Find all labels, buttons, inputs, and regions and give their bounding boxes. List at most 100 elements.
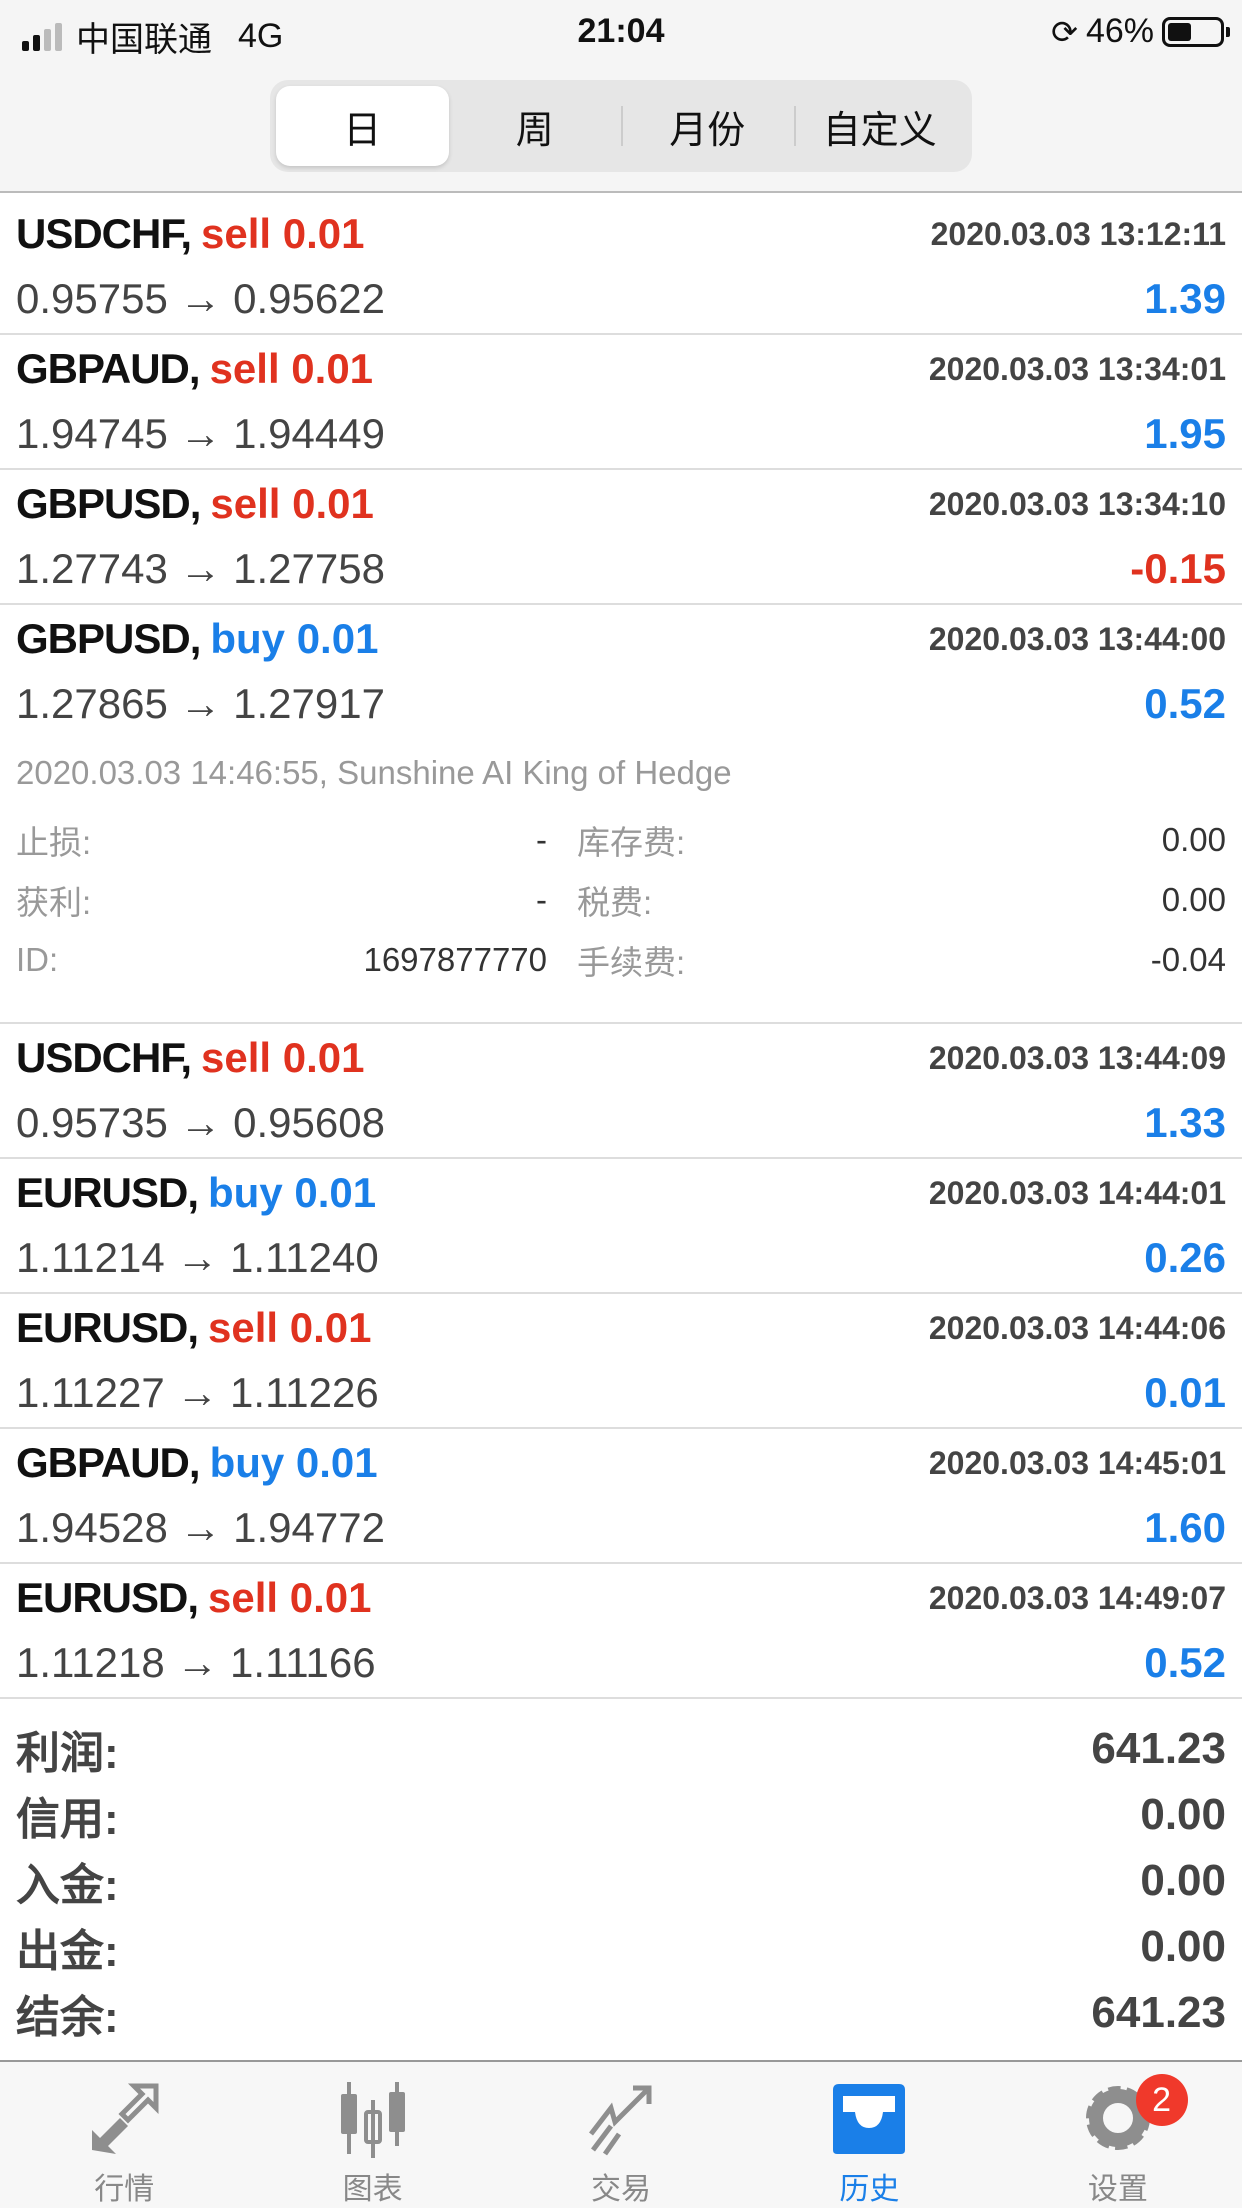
trade-profit: 1.60	[1144, 1504, 1226, 1551]
trade-prices-line: 0.95755 → 0.95622 1.39	[16, 268, 1226, 330]
trade-header: EURUSD, sell 0.01 2020.03.03 14:44:06	[16, 1294, 1226, 1362]
summary-value: 0.00	[1140, 1790, 1226, 1839]
trade-row[interactable]: GBPAUD, sell 0.01 2020.03.03 13:34:01 1.947…	[0, 335, 1242, 470]
summary-row: 入金: 0.00	[16, 1848, 1226, 1914]
trade-row[interactable]: GBPUSD, buy 0.01 2020.03.03 13:44:00 1.2786…	[0, 605, 1242, 1024]
nav-item-1[interactable]: 图表	[248, 2062, 496, 2208]
trade-time: 2020.03.03 14:44:06	[928, 1309, 1226, 1346]
trade-title: EURUSD, sell 0.01	[16, 1574, 372, 1622]
trade-header: USDCHF, sell 0.01 2020.03.03 13:12:11	[16, 200, 1226, 268]
symbol: EURUSD,	[16, 1304, 199, 1351]
trade-profit: 0.52	[1144, 680, 1226, 727]
detail-row: 获利: - 税费: 0.00	[0, 870, 1242, 930]
clock: 21:04	[577, 12, 665, 50]
summary-row: 利润: 641.23	[16, 1716, 1226, 1782]
nav-item-4[interactable]: 设置 2	[994, 2062, 1242, 2208]
trade-prices: 1.11214 → 1.11240	[16, 1234, 379, 1281]
trade-row[interactable]: GBPUSD, sell 0.01 2020.03.03 13:34:10 1.277…	[0, 470, 1242, 605]
battery-percent: 46%	[1085, 12, 1154, 50]
trade-row[interactable]: GBPAUD, buy 0.01 2020.03.03 14:45:01 1.9452…	[0, 1429, 1242, 1564]
sl-label: 止损:	[16, 824, 92, 861]
summary-row: 信用: 0.00	[16, 1782, 1226, 1848]
trade-prices-line: 1.94745 → 1.94449 1.95	[16, 403, 1226, 465]
trade-side: sell 0.01	[201, 1034, 365, 1081]
trade-side: sell 0.01	[201, 210, 365, 257]
trade-history-list: USDCHF, sell 0.01 2020.03.03 13:12:11 0.957…	[0, 200, 1242, 1699]
nav-label: 图表	[342, 2173, 403, 2206]
trade-profit: 1.39	[1144, 275, 1226, 322]
trade-time: 2020.03.03 13:34:01	[928, 350, 1226, 387]
detail-row: ID: 1697877770 手续费: -0.04	[0, 930, 1242, 990]
summary-label: 信用:	[16, 1795, 119, 1844]
header: 日 周 月份 自定义	[0, 80, 1242, 193]
nav-item-3[interactable]: 历史	[745, 2062, 993, 2208]
fee-label: 手续费:	[577, 944, 686, 981]
sl-value: -	[536, 821, 547, 858]
trade-prices: 1.94745 → 1.94449	[16, 410, 385, 457]
summary-row: 结余: 641.23	[16, 1980, 1226, 2046]
symbol: GBPUSD,	[16, 480, 201, 527]
symbol: USDCHF,	[16, 210, 192, 257]
candlestick-chart-icon	[328, 2076, 418, 2160]
bottom-nav: 行情 图表 交易 历史 设置 2	[0, 2060, 1242, 2208]
tab-0[interactable]: 日	[276, 86, 449, 166]
trade-row[interactable]: EURUSD, sell 0.01 2020.03.03 14:44:06 1.112…	[0, 1294, 1242, 1429]
trade-side: buy 0.01	[208, 1169, 377, 1216]
trade-trend-icon	[576, 2076, 666, 2160]
tab-2[interactable]: 月份	[621, 86, 794, 166]
trade-header: EURUSD, sell 0.01 2020.03.03 14:49:07	[16, 1564, 1226, 1632]
trade-row[interactable]: EURUSD, buy 0.01 2020.03.03 14:44:01 1.1121…	[0, 1159, 1242, 1294]
trade-title: EURUSD, sell 0.01	[16, 1304, 372, 1352]
trade-prices: 0.95755 → 0.95622	[16, 275, 385, 322]
nav-label: 设置	[1087, 2173, 1148, 2206]
network: 4G	[238, 17, 284, 55]
rotation-lock-icon: ⟳	[1051, 13, 1078, 50]
trade-prices-line: 1.11214 → 1.11240 0.26	[16, 1227, 1226, 1289]
tab-3[interactable]: 自定义	[793, 86, 967, 166]
trade-prices-line: 0.95735 → 0.95608 1.33	[16, 1092, 1226, 1154]
symbol: GBPAUD,	[16, 1439, 201, 1486]
nav-label: 历史	[839, 2173, 900, 2206]
trade-profit: 1.33	[1144, 1099, 1226, 1146]
trade-time: 2020.03.03 13:44:00	[928, 620, 1226, 657]
symbol: GBPUSD,	[16, 615, 201, 662]
trade-profit: -0.15	[1130, 545, 1226, 592]
trade-prices-line: 1.11218 → 1.11166 0.52	[16, 1632, 1226, 1694]
tax-value: 0.00	[1161, 881, 1226, 918]
trade-title: GBPAUD, sell 0.01	[16, 345, 373, 393]
trade-time: 2020.03.03 13:44:09	[928, 1039, 1226, 1076]
nav-item-0[interactable]: 行情	[0, 2062, 248, 2208]
id-value: 1697877770	[363, 941, 547, 978]
trade-row[interactable]: USDCHF, sell 0.01 2020.03.03 13:44:09 0.957…	[0, 1024, 1242, 1159]
summary-label: 利润:	[16, 1729, 119, 1778]
trade-row[interactable]: USDCHF, sell 0.01 2020.03.03 13:12:11 0.957…	[0, 200, 1242, 335]
battery-icon	[1162, 16, 1230, 47]
trade-header: EURUSD, buy 0.01 2020.03.03 14:44:01	[16, 1159, 1226, 1227]
summary: 利润: 641.23 信用: 0.00 入金: 0.00 出金: 0.00 结余: 641.23	[0, 1716, 1242, 2046]
trade-prices-line: 1.27865 → 1.27917 0.52	[16, 673, 1226, 735]
summary-label: 出金:	[16, 1927, 119, 1976]
trade-time: 2020.03.03 14:44:01	[928, 1174, 1226, 1211]
symbol: GBPAUD,	[16, 345, 201, 392]
swap-value: 0.00	[1161, 821, 1226, 858]
summary-label: 结余:	[16, 1993, 119, 2042]
period-segmented-control: 日 周 月份 自定义	[270, 80, 972, 172]
trade-header: GBPAUD, sell 0.01 2020.03.03 13:34:01	[16, 335, 1226, 403]
trade-prices-line: 1.27743 → 1.27758 -0.15	[16, 538, 1226, 600]
summary-label: 入金:	[16, 1861, 119, 1910]
quotes-arrows-icon	[79, 2076, 169, 2160]
nav-item-2[interactable]: 交易	[497, 2062, 745, 2208]
trade-side: sell 0.01	[209, 345, 374, 392]
trade-side: sell 0.01	[208, 1574, 372, 1621]
nav-label: 行情	[94, 2173, 155, 2206]
trade-time: 2020.03.03 14:45:01	[928, 1444, 1226, 1481]
trade-profit: 0.26	[1144, 1234, 1226, 1281]
symbol: USDCHF,	[16, 1034, 192, 1081]
tab-1[interactable]: 周	[515, 109, 554, 152]
tax-label: 税费:	[577, 884, 653, 921]
status-bar: 中国联通 4G 21:04 ⟳ 46%	[0, 0, 1242, 85]
nav-label: 交易	[591, 2173, 652, 2206]
trade-row[interactable]: EURUSD, sell 0.01 2020.03.03 14:49:07 1.112…	[0, 1564, 1242, 1699]
trade-profit: 1.95	[1144, 410, 1226, 457]
carrier: 中国联通	[76, 21, 212, 59]
